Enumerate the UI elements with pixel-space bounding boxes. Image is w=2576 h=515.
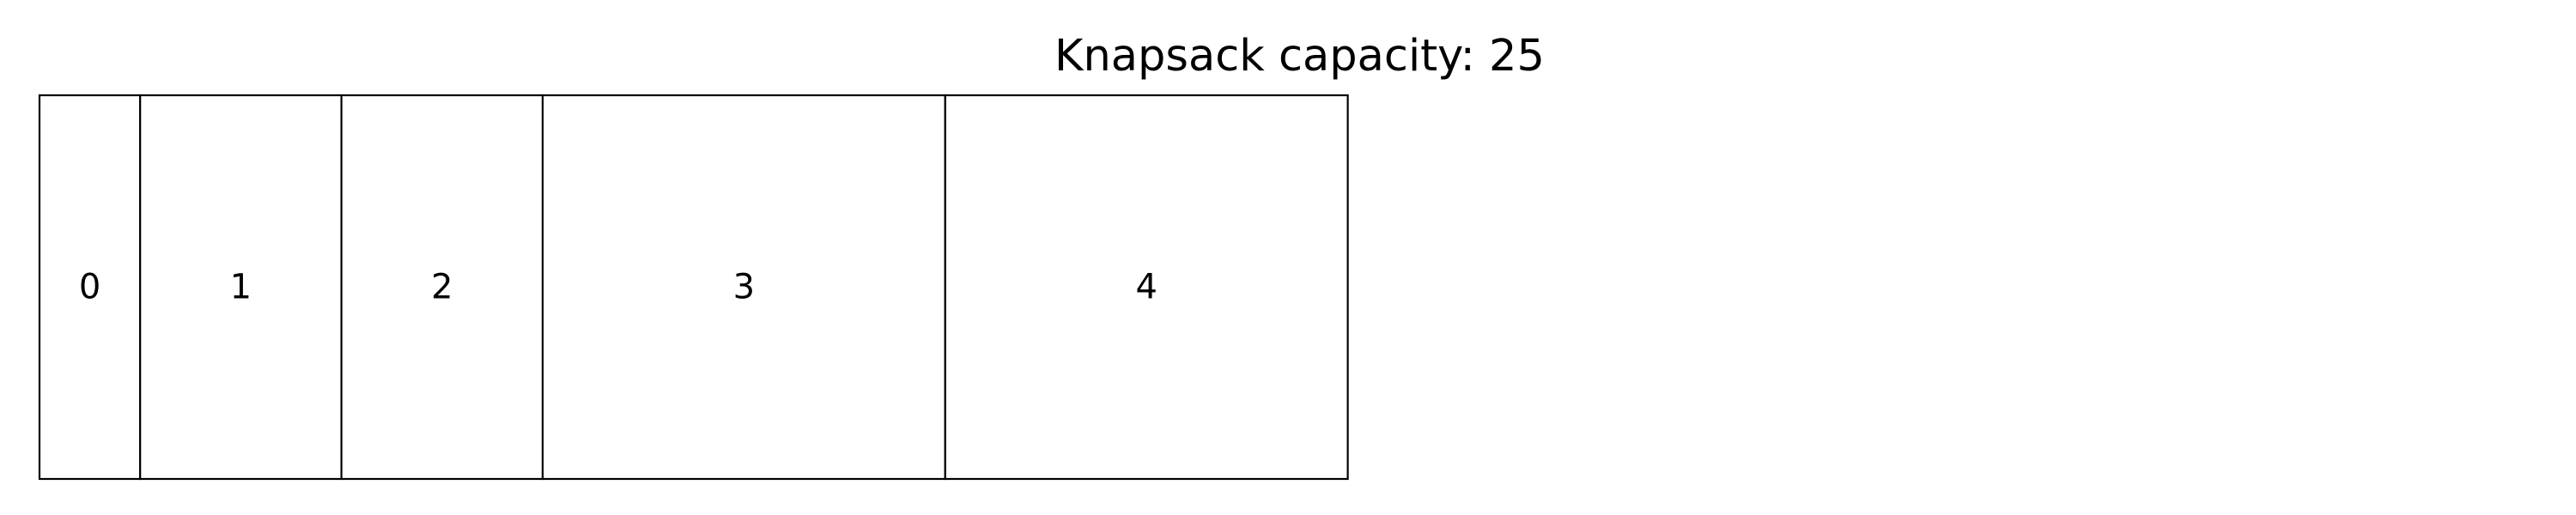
item-1: 1	[140, 95, 341, 479]
item-label-4: 4	[1135, 268, 1157, 307]
item-2: 2	[342, 95, 543, 479]
item-label-3: 3	[733, 268, 755, 307]
item-label-2: 2	[431, 268, 453, 307]
item-4: 4	[945, 95, 1348, 479]
item-label-0: 0	[79, 268, 100, 307]
item-label-1: 1	[230, 268, 252, 307]
item-3: 3	[543, 95, 945, 479]
item-0: 0	[39, 95, 140, 479]
